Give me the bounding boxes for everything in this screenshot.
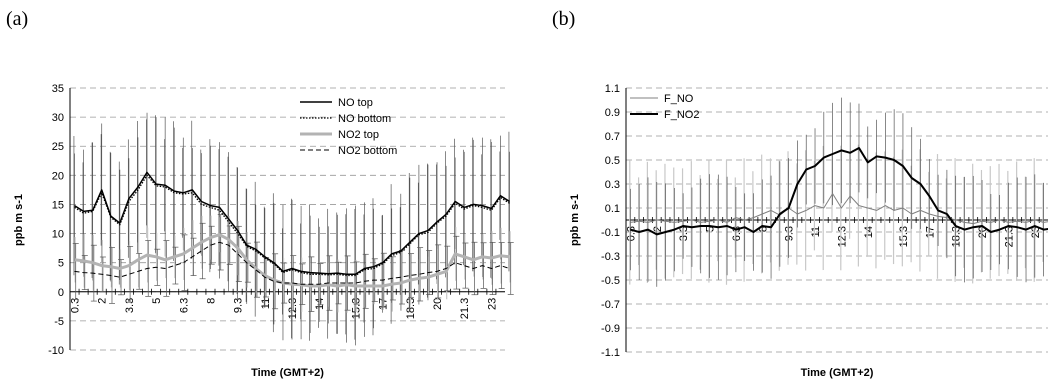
x-tick-label-b: 2 — [652, 226, 664, 232]
x-tick-label-b: 12.3 — [836, 226, 848, 247]
y-tick-label-a: 5 — [58, 258, 64, 270]
y-tick-label-b: -0.9 — [601, 323, 620, 335]
x-tick-label-a: 3.3 — [124, 298, 136, 313]
x-tick-label-b: 23 — [1030, 226, 1042, 238]
y-tick-label-b: 0.9 — [605, 107, 620, 119]
series-line-b-1 — [630, 147, 1048, 236]
y-tick-label-b: -0.5 — [601, 275, 620, 287]
x-tick-label-a: 21.3 — [459, 298, 471, 319]
x-tick-label-b: 21.3 — [1003, 226, 1015, 247]
y-tick-label-b: 0.3 — [605, 179, 620, 191]
x-tick-label-b: 0.3 — [625, 226, 637, 241]
x-tick-label-b: 14 — [863, 226, 875, 238]
y-tick-label-b: -0.7 — [601, 299, 620, 311]
x-tick-label-b: 9.3 — [784, 226, 796, 241]
legend-label-a-2: NO2 top — [338, 129, 379, 141]
y-tick-label-b: -0.3 — [601, 251, 620, 263]
y-tick-label-a: 30 — [52, 112, 64, 124]
legend-label-a-3: NO2 bottom — [338, 145, 397, 157]
x-tick-label-a: 2 — [97, 298, 109, 304]
series-line-a-1 — [74, 174, 510, 277]
x-tick-label-a: 9.3 — [233, 298, 245, 313]
y-axis-title-a: ppb m s-1 — [13, 194, 25, 246]
legend-label-b-1: F_NO2 — [664, 109, 699, 121]
x-tick-label-b: 11 — [810, 226, 822, 237]
x-tick-label-b: 5 — [705, 226, 717, 232]
x-tick-label-b: 18.3 — [951, 226, 963, 247]
y-tick-label-a: 0 — [58, 287, 64, 299]
x-tick-label-a: 0.3 — [70, 298, 82, 313]
x-tick-label-b: 8 — [757, 226, 769, 232]
y-tick-label-b: 0.5 — [605, 155, 620, 167]
y-tick-label-b: -1.1 — [601, 347, 620, 359]
y-tick-label-b: -0.1 — [601, 227, 620, 239]
panel-b-label: (b) — [552, 8, 576, 30]
y-tick-label-a: 25 — [52, 141, 64, 153]
x-axis-title-a: Time (GMT+2) — [251, 367, 324, 379]
x-tick-label-b: 3.3 — [678, 226, 690, 241]
x-tick-label-a: 11 — [260, 298, 272, 309]
legend-label-a-0: NO top — [338, 97, 373, 109]
y-tick-label-b: 0.7 — [605, 131, 620, 143]
y-tick-label-a: 10 — [52, 229, 64, 241]
legend-label-b-0: F_NO — [664, 93, 694, 105]
y-tick-label-b: 0.1 — [605, 203, 620, 215]
x-tick-label-b: 17 — [924, 226, 936, 238]
y-tick-label-a: 35 — [52, 83, 64, 95]
x-tick-label-a: 6.3 — [178, 298, 190, 313]
y-tick-label-a: 15 — [52, 199, 64, 211]
x-tick-label-a: 23 — [486, 298, 498, 310]
x-tick-label-a: 18.3 — [405, 298, 417, 319]
y-tick-label-a: -10 — [48, 345, 64, 357]
y-tick-label-a: 20 — [52, 170, 64, 182]
y-tick-label-b: 1.1 — [605, 83, 620, 95]
series-line-b-0 — [630, 193, 1048, 225]
x-tick-label-a: 8 — [205, 298, 217, 304]
series-line-a-2 — [74, 233, 510, 288]
x-tick-label-b: 15.3 — [898, 226, 910, 247]
y-axis-title-b: ppb m s-1 — [569, 194, 581, 246]
series-line-a-0 — [74, 171, 510, 276]
y-tick-label-a: -5 — [54, 316, 64, 328]
x-tick-label-a: 20 — [432, 298, 444, 310]
panel-a-label: (a) — [6, 8, 29, 30]
series-line-a-3 — [74, 241, 510, 285]
legend-label-a-1: NO bottom — [338, 113, 391, 125]
x-axis-title-b: Time (GMT+2) — [801, 367, 874, 379]
x-tick-label-a: 5 — [151, 298, 163, 304]
